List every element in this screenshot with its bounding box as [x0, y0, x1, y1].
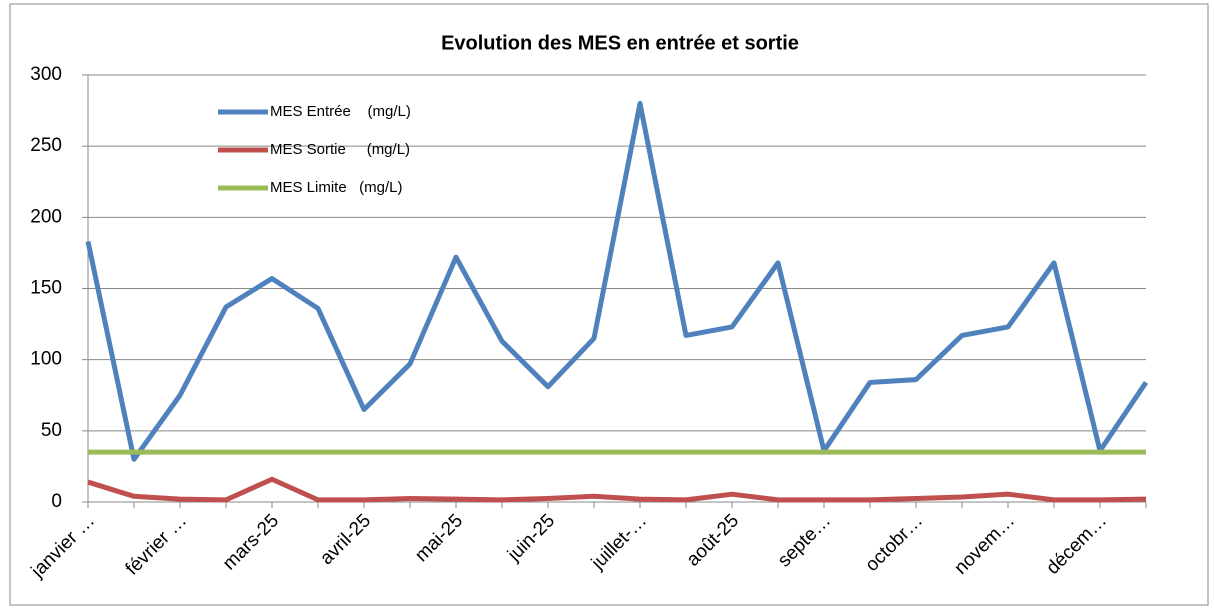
legend-label: MES Limite (mg/L) [270, 179, 403, 196]
y-tick-label: 200 [30, 206, 62, 227]
series-line [87, 476, 1147, 503]
y-tick-label: 300 [30, 64, 62, 85]
chart-title: Evolution des MES en entrée et sortie [441, 32, 799, 54]
y-tick-label: 50 [41, 420, 62, 441]
y-tick-label: 100 [30, 349, 62, 370]
y-tick-label: 250 [30, 135, 62, 156]
y-tick-label: 150 [30, 278, 62, 299]
chart-border [9, 3, 1209, 606]
legend-label: MES Entrée (mg/L) [270, 103, 411, 120]
y-tick-label: 0 [51, 491, 62, 512]
legend-label: MES Sortie (mg/L) [270, 141, 410, 158]
series-line [85, 100, 1149, 462]
